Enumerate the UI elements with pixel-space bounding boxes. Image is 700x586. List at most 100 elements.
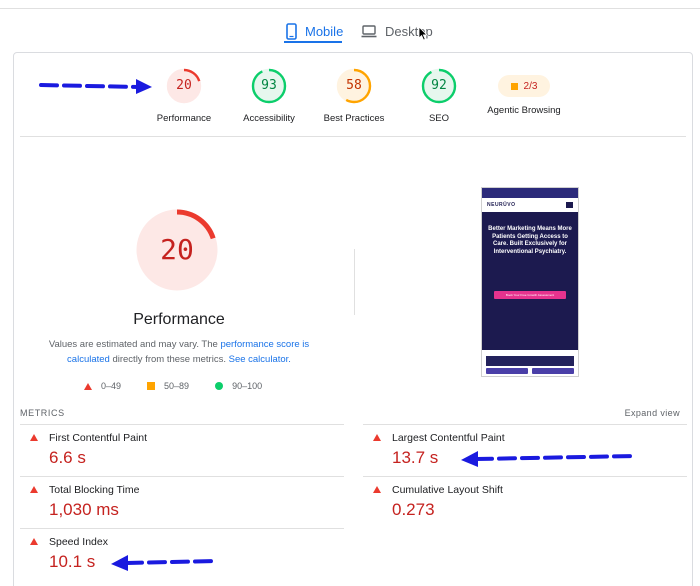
gauge-ring-arc bbox=[421, 68, 457, 104]
page-screenshot-thumbnail: NEURÜVO Better Marketing Means More Pati… bbox=[481, 187, 579, 377]
section-divider bbox=[20, 136, 686, 137]
tab-mobile[interactable]: Mobile bbox=[286, 18, 343, 44]
gauge-agentic-browsing[interactable]: 2/3 Agentic Browsing bbox=[469, 67, 579, 116]
thumbnail-heading: Better Marketing Means More Patients Get… bbox=[488, 226, 572, 255]
vertical-separator bbox=[354, 249, 355, 315]
gauge-score: 20 bbox=[176, 78, 192, 93]
metric-speed-index: Speed Index 10.1 s bbox=[20, 528, 344, 580]
agentic-score-pill: 2/3 bbox=[498, 75, 550, 97]
legend-average-label: 50–89 bbox=[164, 381, 190, 391]
fail-triangle-icon bbox=[30, 486, 38, 493]
metric-name: Speed Index bbox=[49, 536, 108, 548]
thumbnail-banner bbox=[482, 188, 578, 198]
performance-explanation: Values are estimated and may vary. The p… bbox=[44, 337, 314, 367]
metric-name: First Contentful Paint bbox=[49, 432, 148, 444]
legend-pass: 90–100 bbox=[215, 381, 262, 391]
performance-score-link[interactable]: performance score is calculated bbox=[67, 339, 310, 365]
see-calculator-link[interactable]: See calculator. bbox=[228, 354, 291, 365]
metrics-heading: METRICS bbox=[20, 408, 65, 418]
tab-mobile-label: Mobile bbox=[305, 23, 344, 39]
gauge-score: 58 bbox=[346, 78, 362, 93]
performance-big-gauge: 20 bbox=[133, 206, 221, 294]
gauge-accessibility[interactable]: 93 Accessibility bbox=[214, 67, 324, 124]
metric-name: Largest Contentful Paint bbox=[392, 432, 505, 444]
thumbnail-logos-strip bbox=[486, 356, 574, 366]
gauge-label: Best Practices bbox=[323, 113, 385, 124]
explain-text-2: directly from these metrics. bbox=[109, 354, 229, 365]
gauge-seo[interactable]: 92 SEO bbox=[384, 67, 494, 124]
thumbnail-cta: Book Your Free Growth Assessment bbox=[494, 290, 566, 299]
legend-pass-label: 90–100 bbox=[232, 381, 263, 391]
gauge-label: Agentic Browsing bbox=[487, 105, 561, 116]
metric-value: 6.6 s bbox=[49, 448, 86, 467]
gauge-ring: 93 bbox=[250, 67, 288, 105]
metric-lcp: Largest Contentful Paint 13.7 s bbox=[363, 424, 687, 476]
average-square-icon bbox=[147, 382, 156, 390]
fail-triangle-icon bbox=[373, 486, 381, 493]
annotation-arrow-left-icon bbox=[461, 451, 636, 467]
metric-value: 1,030 ms bbox=[49, 500, 119, 519]
metric-cls: Cumulative Layout Shift 0.273 bbox=[363, 476, 687, 528]
gauge-ring-svg bbox=[251, 68, 287, 104]
gauge-label: Accessibility bbox=[243, 113, 295, 124]
fail-triangle-icon bbox=[30, 538, 38, 545]
pass-circle-icon bbox=[215, 382, 224, 390]
annotation-arrow-left-icon bbox=[111, 555, 218, 571]
agentic-score: 2/3 bbox=[523, 80, 538, 92]
active-tab-indicator bbox=[284, 41, 342, 43]
fail-triangle-icon bbox=[373, 434, 381, 441]
legend-average: 50–89 bbox=[147, 381, 189, 391]
thumbnail-menu-icon bbox=[566, 202, 573, 208]
mouse-cursor-icon bbox=[418, 26, 428, 41]
explain-text-1: Values are estimated and may vary. The bbox=[48, 339, 221, 350]
legend-fail: 0–49 bbox=[84, 381, 121, 391]
fail-triangle-icon bbox=[30, 434, 38, 441]
device-tabs: Mobile Desktop bbox=[0, 14, 700, 48]
gauge-best-practices[interactable]: 58 Best Practices bbox=[299, 67, 409, 124]
gauge-score: 92 bbox=[431, 78, 447, 93]
metric-value: 13.7 s bbox=[392, 448, 439, 467]
thumbnail-nav: NEURÜVO bbox=[482, 198, 578, 212]
average-square-icon bbox=[510, 82, 518, 90]
big-gauge-score: 20 bbox=[160, 233, 194, 266]
expand-view-toggle[interactable]: Expand view bbox=[624, 408, 680, 418]
thumbnail-eyebrow bbox=[488, 218, 572, 222]
gauge-ring-arc bbox=[166, 68, 202, 104]
gauge-ring: 92 bbox=[420, 67, 458, 105]
metric-name: Total Blocking Time bbox=[49, 484, 140, 496]
gauge-label: Performance bbox=[156, 113, 212, 124]
gauge-score: 93 bbox=[261, 78, 277, 93]
thumbnail-buttons bbox=[486, 368, 574, 374]
laptop-icon bbox=[361, 24, 377, 37]
top-divider bbox=[0, 8, 700, 9]
fail-triangle-icon bbox=[84, 382, 92, 390]
thumbnail-logo: NEURÜVO bbox=[487, 202, 516, 208]
score-legend: 0–49 50–89 90–100 bbox=[84, 381, 304, 391]
gauge-performance[interactable]: 20 Performance bbox=[129, 67, 239, 124]
gauge-ring-svg bbox=[166, 68, 202, 104]
metric-value: 0.273 bbox=[392, 500, 435, 519]
gauge-ring-svg bbox=[336, 68, 372, 104]
gauge-label: SEO bbox=[428, 113, 450, 124]
legend-fail-label: 0–49 bbox=[101, 381, 122, 391]
performance-title: Performance bbox=[133, 311, 225, 328]
gauge-ring-svg bbox=[421, 68, 457, 104]
report-card: 20 Performance 93 Accessibility 58 bbox=[13, 52, 693, 586]
metric-name: Cumulative Layout Shift bbox=[392, 484, 503, 496]
metric-value: 10.1 s bbox=[49, 552, 96, 571]
annotation-arrow-right-icon bbox=[39, 79, 152, 94]
thumbnail-button bbox=[532, 368, 574, 374]
metric-tbt: Total Blocking Time 1,030 ms bbox=[20, 476, 344, 528]
category-gauges: 20 Performance 93 Accessibility 58 bbox=[14, 53, 694, 137]
mobile-phone-icon bbox=[286, 22, 297, 40]
big-gauge-arc bbox=[136, 209, 218, 291]
thumbnail-hero: Better Marketing Means More Patients Get… bbox=[482, 212, 578, 299]
gauge-ring-arc bbox=[336, 68, 372, 104]
thumbnail-button bbox=[486, 368, 528, 374]
gauge-ring: 20 bbox=[165, 67, 203, 105]
thumbnail-paragraph bbox=[488, 261, 572, 284]
big-gauge-svg bbox=[136, 209, 218, 291]
metric-fcp: First Contentful Paint 6.6 s bbox=[20, 424, 344, 476]
gauge-ring: 58 bbox=[335, 67, 373, 105]
gauge-ring-arc bbox=[251, 68, 287, 104]
